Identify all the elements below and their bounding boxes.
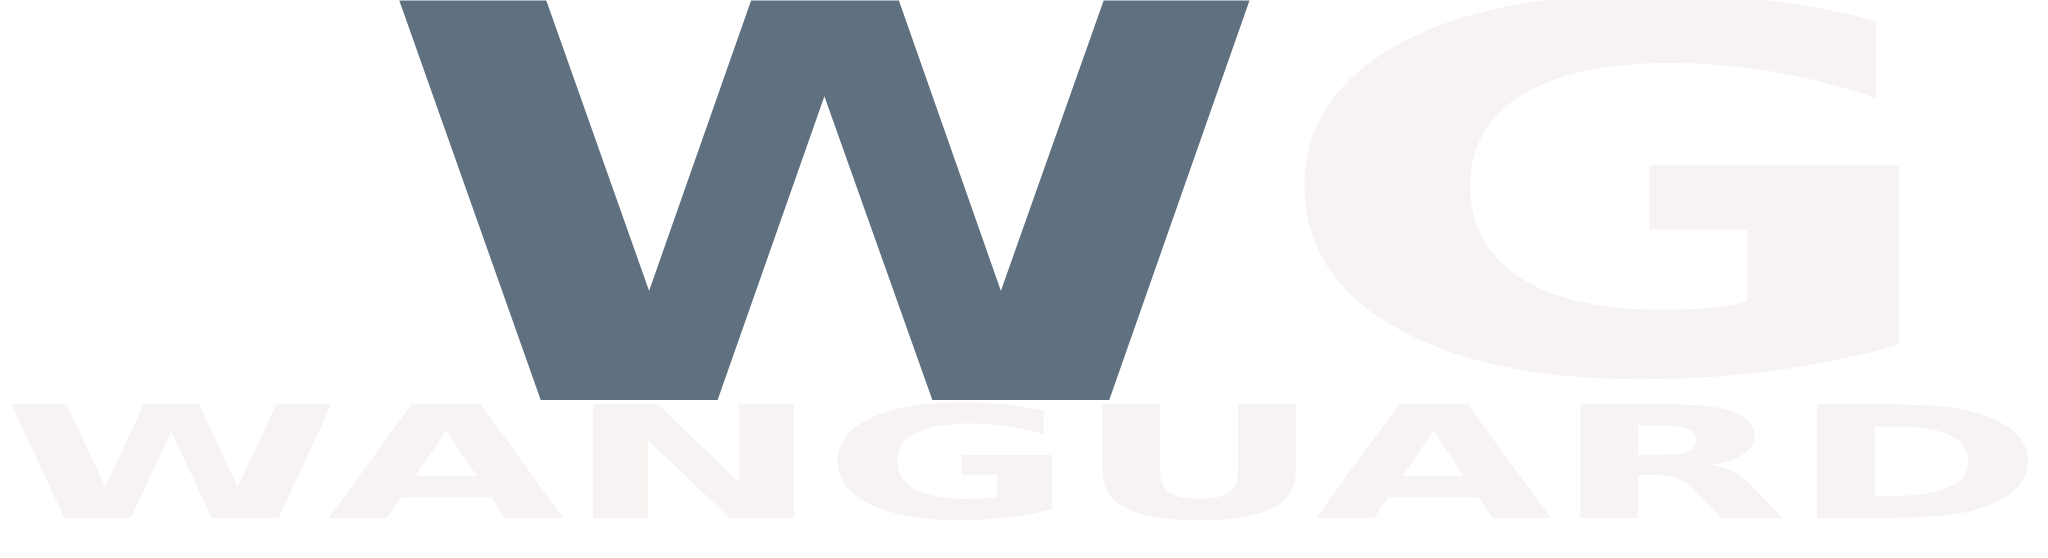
wordmark: WANGUARD (2, 373, 2044, 555)
monogram-w: W (375, 0, 1275, 530)
monogram-g: G (1262, 0, 1962, 493)
